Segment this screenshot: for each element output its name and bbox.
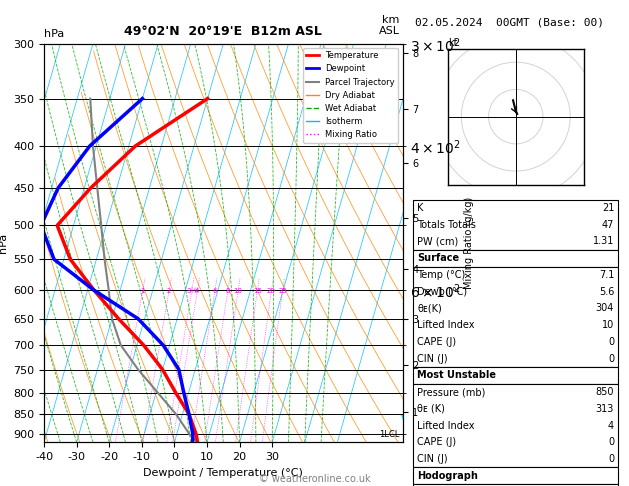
Text: Most Unstable: Most Unstable [418,370,496,381]
Text: θᴇ (K): θᴇ (K) [418,404,445,414]
FancyBboxPatch shape [413,468,618,484]
Text: 4: 4 [195,288,199,294]
Text: Pressure (mb): Pressure (mb) [418,387,486,397]
Text: 25: 25 [278,288,287,294]
Text: Temp (°C): Temp (°C) [418,270,465,280]
Text: 02.05.2024  00GMT (Base: 00): 02.05.2024 00GMT (Base: 00) [415,17,604,27]
Text: K: K [418,203,424,213]
Text: Lifted Index: Lifted Index [418,320,475,330]
FancyBboxPatch shape [413,484,618,486]
Text: Lifted Index: Lifted Index [418,420,475,431]
Text: PW (cm): PW (cm) [418,236,459,246]
FancyBboxPatch shape [413,384,618,468]
X-axis label: Dewpoint / Temperature (°C): Dewpoint / Temperature (°C) [143,468,303,478]
Text: 1LCL: 1LCL [379,430,399,439]
Text: 2: 2 [167,288,171,294]
Text: 5.6: 5.6 [599,287,614,296]
FancyBboxPatch shape [413,367,618,384]
FancyBboxPatch shape [413,266,618,367]
Text: 15: 15 [253,288,262,294]
Text: 1: 1 [140,288,145,294]
Text: 304: 304 [596,303,614,313]
Text: Totals Totals: Totals Totals [418,220,476,230]
Text: 6: 6 [213,288,217,294]
Text: 47: 47 [602,220,614,230]
Text: 0: 0 [608,437,614,447]
Text: 3½: 3½ [186,288,198,294]
Text: 4: 4 [608,420,614,431]
Text: Hodograph: Hodograph [418,471,478,481]
Text: 1.31: 1.31 [593,236,614,246]
Text: 7.1: 7.1 [599,270,614,280]
Text: kt: kt [448,38,457,48]
Text: 10: 10 [602,320,614,330]
Text: 0: 0 [608,354,614,364]
Text: 0: 0 [608,454,614,464]
Text: CIN (J): CIN (J) [418,454,448,464]
Y-axis label: hPa: hPa [0,233,8,253]
Text: 8: 8 [226,288,230,294]
Text: CAPE (J): CAPE (J) [418,437,457,447]
Text: CAPE (J): CAPE (J) [418,337,457,347]
Text: 10: 10 [233,288,243,294]
Text: © weatheronline.co.uk: © weatheronline.co.uk [259,473,370,484]
Text: hPa: hPa [44,29,64,39]
Text: Dewp (°C): Dewp (°C) [418,287,467,296]
Text: CIN (J): CIN (J) [418,354,448,364]
Text: 20: 20 [267,288,276,294]
Text: km
ASL: km ASL [379,15,399,36]
Y-axis label: Mixing Ratio (g/kg): Mixing Ratio (g/kg) [464,197,474,289]
Text: Surface: Surface [418,253,460,263]
Text: 0: 0 [608,337,614,347]
Text: θᴇ(K): θᴇ(K) [418,303,442,313]
Text: 21: 21 [602,203,614,213]
Text: 313: 313 [596,404,614,414]
FancyBboxPatch shape [413,200,618,250]
Text: 850: 850 [596,387,614,397]
FancyBboxPatch shape [413,250,618,266]
Title: 49°02'N  20°19'E  B12m ASL: 49°02'N 20°19'E B12m ASL [125,25,322,38]
Legend: Temperature, Dewpoint, Parcel Trajectory, Dry Adiabat, Wet Adiabat, Isotherm, Mi: Temperature, Dewpoint, Parcel Trajectory… [303,48,398,142]
